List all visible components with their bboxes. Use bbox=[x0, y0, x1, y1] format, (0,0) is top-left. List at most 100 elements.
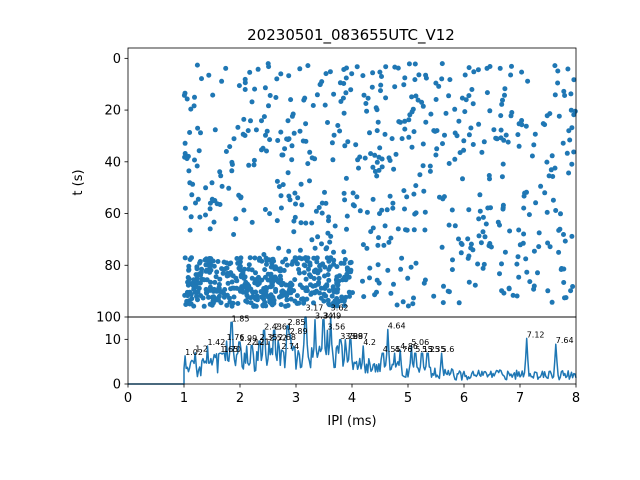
scatter-point bbox=[235, 124, 241, 130]
scatter-point bbox=[389, 136, 395, 142]
scatter-point bbox=[413, 210, 419, 216]
scatter-point bbox=[422, 209, 428, 215]
scatter-point bbox=[374, 277, 380, 283]
scatter-point bbox=[267, 137, 273, 143]
scatter-point bbox=[446, 222, 452, 228]
histogram-peak-label: 1.70 bbox=[223, 345, 241, 354]
scatter-point bbox=[434, 146, 440, 152]
scatter-point bbox=[230, 285, 236, 291]
scatter-point bbox=[263, 303, 269, 309]
scatter-point bbox=[316, 205, 322, 210]
scatter-point bbox=[392, 84, 398, 90]
scatter-point bbox=[341, 67, 347, 72]
scatter-point bbox=[217, 169, 223, 175]
scatter-point bbox=[217, 276, 223, 282]
scatter-y-axis-label: t (s) bbox=[71, 169, 86, 195]
scatter-point bbox=[440, 300, 446, 306]
scatter-point bbox=[485, 205, 491, 211]
scatter-point bbox=[188, 106, 194, 112]
scatter-point bbox=[493, 135, 499, 141]
scatter-point bbox=[468, 245, 474, 251]
scatter-point bbox=[524, 269, 530, 275]
scatter-point bbox=[190, 181, 196, 187]
scatter-point bbox=[186, 276, 192, 282]
scatter-point bbox=[247, 69, 253, 75]
scatter-point bbox=[225, 280, 231, 286]
scatter-point bbox=[219, 183, 225, 189]
histogram-peak-label: 4.76 bbox=[395, 345, 413, 354]
scatter-point bbox=[356, 165, 361, 171]
scatter-point bbox=[206, 294, 211, 300]
scatter-point bbox=[252, 86, 258, 92]
scatter-y-tick-label: 40 bbox=[104, 155, 121, 170]
scatter-point bbox=[550, 174, 556, 179]
scatter-point bbox=[284, 136, 290, 142]
scatter-point bbox=[328, 233, 334, 239]
scatter-point bbox=[505, 139, 511, 145]
scatter-point bbox=[203, 212, 208, 218]
histogram-peak-label: 2.43 bbox=[264, 322, 282, 331]
scatter-point bbox=[332, 223, 338, 229]
scatter-point bbox=[314, 288, 319, 294]
scatter-point bbox=[187, 257, 193, 262]
scatter-point bbox=[411, 295, 416, 301]
scatter-point bbox=[194, 62, 200, 68]
scatter-point bbox=[279, 152, 285, 158]
scatter-point bbox=[262, 85, 268, 91]
scatter-point bbox=[402, 75, 408, 81]
scatter-points bbox=[181, 61, 578, 309]
scatter-point bbox=[309, 220, 315, 226]
scatter-point bbox=[182, 151, 188, 156]
histogram-peak-label: 1.02 bbox=[185, 348, 203, 357]
scatter-point bbox=[379, 74, 384, 79]
scatter-point bbox=[233, 216, 239, 222]
scatter-point bbox=[219, 266, 225, 272]
scatter-point bbox=[502, 92, 507, 98]
histogram-peak-label: 2.21 bbox=[252, 338, 270, 347]
scatter-point bbox=[461, 138, 467, 144]
scatter-point bbox=[517, 242, 523, 248]
scatter-point bbox=[192, 94, 197, 100]
scatter-point bbox=[310, 283, 316, 289]
scatter-point bbox=[279, 282, 285, 288]
scatter-point bbox=[329, 293, 335, 299]
scatter-point bbox=[564, 150, 570, 156]
scatter-point bbox=[441, 283, 446, 289]
scatter-point bbox=[226, 272, 232, 278]
scatter-point bbox=[346, 289, 352, 295]
scatter-point bbox=[252, 255, 258, 261]
scatter-point bbox=[480, 265, 486, 271]
scatter-point bbox=[241, 207, 247, 213]
scatter-point bbox=[255, 66, 261, 72]
scatter-point bbox=[422, 227, 428, 233]
scatter-point bbox=[476, 121, 482, 127]
scatter-point bbox=[457, 150, 463, 156]
scatter-point bbox=[231, 232, 237, 237]
scatter-point bbox=[251, 303, 257, 309]
scatter-point bbox=[377, 69, 383, 75]
scatter-point bbox=[357, 208, 363, 214]
scatter-point bbox=[341, 190, 347, 196]
chart-title: 20230501_083655UTC_V12 bbox=[247, 26, 455, 45]
scatter-point bbox=[391, 166, 397, 172]
scatter-point bbox=[487, 108, 493, 114]
scatter-point bbox=[340, 95, 346, 101]
scatter-point bbox=[201, 303, 207, 309]
scatter-point bbox=[526, 212, 532, 218]
scatter-point bbox=[370, 70, 376, 76]
scatter-point bbox=[242, 76, 248, 82]
scatter-point bbox=[315, 234, 321, 240]
scatter-point bbox=[286, 73, 292, 79]
scatter-point bbox=[305, 63, 311, 69]
scatter-point bbox=[377, 211, 382, 217]
scatter-point bbox=[406, 61, 412, 67]
scatter-point bbox=[498, 127, 504, 133]
scatter-point bbox=[327, 69, 333, 75]
scatter-point bbox=[409, 144, 415, 150]
scatter-point bbox=[191, 277, 197, 283]
scatter-point bbox=[242, 133, 248, 138]
scatter-point bbox=[344, 271, 350, 277]
scatter-point bbox=[286, 248, 292, 254]
scatter-point bbox=[286, 288, 292, 294]
scatter-point bbox=[224, 292, 230, 298]
